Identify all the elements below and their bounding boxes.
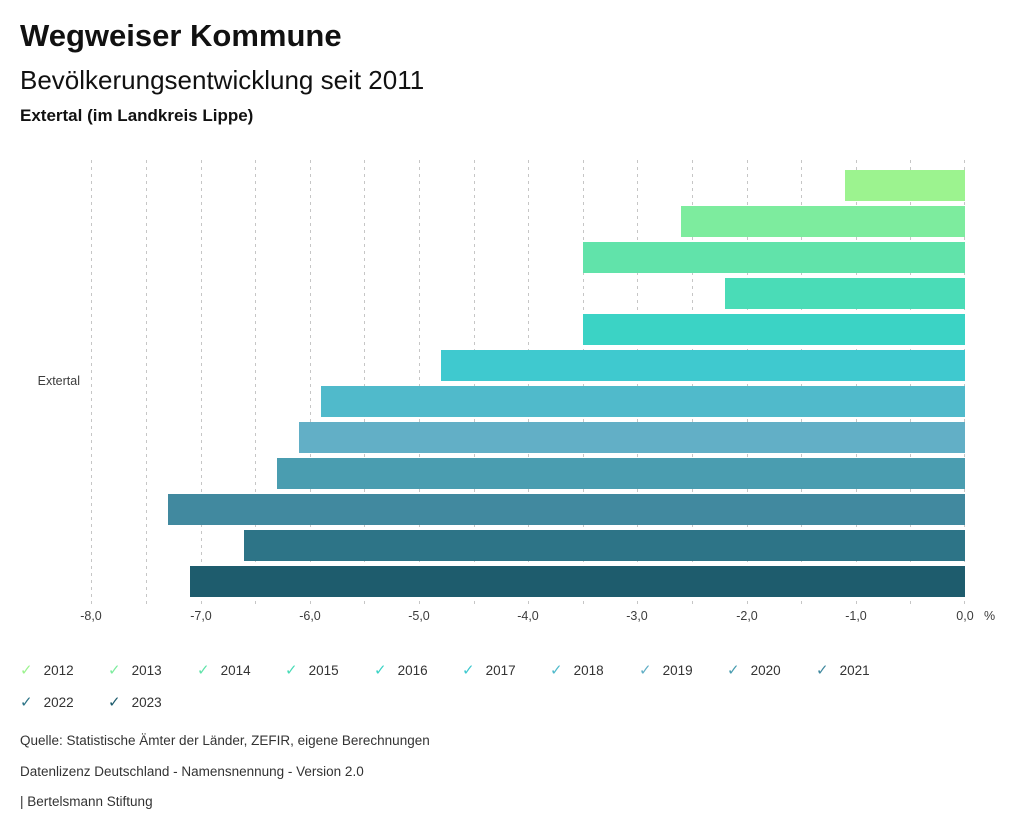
legend-item-2023[interactable]: ✓ 2023 bbox=[108, 691, 162, 713]
bar-2016[interactable] bbox=[583, 314, 965, 345]
legend-item-2018[interactable]: ✓ 2018 bbox=[550, 659, 604, 681]
legend-year-label: 2016 bbox=[397, 662, 428, 678]
gridline bbox=[910, 160, 911, 606]
chart-title: Bevölkerungsentwicklung seit 2011 bbox=[20, 65, 425, 95]
x-tick-label: -1,0 bbox=[845, 609, 867, 623]
legend-year-label: 2022 bbox=[43, 694, 74, 710]
source-note: Quelle: Statistische Ämter der Länder, Z… bbox=[20, 733, 430, 748]
bar-2022[interactable] bbox=[244, 530, 965, 561]
x-tick-label: -5,0 bbox=[408, 609, 430, 623]
legend-year-label: 2021 bbox=[839, 662, 870, 678]
legend-item-2013[interactable]: ✓ 2013 bbox=[108, 659, 162, 681]
legend-item-2019[interactable]: ✓ 2019 bbox=[639, 659, 693, 681]
gridline bbox=[474, 160, 475, 606]
x-axis: -8,0 -7,0 -6,0 -5,0 -4,0 -3,0 -2,0 -1,0 0,0 bbox=[0, 609, 1024, 625]
footer: Quelle: Statistische Ämter der Länder, Z… bbox=[20, 726, 430, 818]
gridline bbox=[856, 160, 857, 606]
bar-2013[interactable] bbox=[681, 206, 965, 237]
x-tick-label: -2,0 bbox=[736, 609, 758, 623]
gridline bbox=[310, 160, 311, 606]
legend-item-2014[interactable]: ✓ 2014 bbox=[197, 659, 251, 681]
gridline bbox=[419, 160, 420, 606]
legend-item-2021[interactable]: ✓ 2021 bbox=[816, 659, 870, 681]
bar-2017[interactable] bbox=[441, 350, 965, 381]
bar-2012[interactable] bbox=[845, 170, 965, 201]
region-subtitle: Extertal (im Landkreis Lippe) bbox=[20, 106, 254, 125]
bar-2023[interactable] bbox=[190, 566, 965, 597]
legend-item-2020[interactable]: ✓ 2020 bbox=[727, 659, 781, 681]
gridline bbox=[583, 160, 584, 606]
plot-area bbox=[20, 160, 965, 606]
license-note: Datenlizenz Deutschland - Namensnennung … bbox=[20, 763, 364, 779]
checkmark-icon: ✓ bbox=[108, 661, 121, 679]
gridline bbox=[964, 160, 965, 606]
attribution-note: | Bertelsmann Stiftung bbox=[20, 794, 153, 810]
x-tick-label: -7,0 bbox=[190, 609, 212, 623]
legend-item-2015[interactable]: ✓ 2015 bbox=[285, 659, 339, 681]
y-axis-category-label: Extertal bbox=[37, 374, 80, 388]
legend-year-label: 2015 bbox=[308, 662, 339, 678]
legend-year-label: 2018 bbox=[573, 662, 604, 678]
checkmark-icon: ✓ bbox=[197, 661, 210, 679]
gridline bbox=[255, 160, 256, 606]
legend-year-label: 2012 bbox=[43, 662, 74, 678]
x-tick-label: -8,0 bbox=[80, 609, 102, 623]
checkmark-icon: ✓ bbox=[550, 661, 563, 679]
bar-2019[interactable] bbox=[299, 422, 965, 453]
legend-year-label: 2014 bbox=[220, 662, 251, 678]
x-axis-unit-label: % bbox=[984, 609, 996, 623]
gridline bbox=[146, 160, 147, 606]
gridline bbox=[91, 160, 92, 606]
x-tick-label: 0,0 bbox=[956, 609, 974, 623]
x-tick-label: -6,0 bbox=[299, 609, 321, 623]
legend-item-2017[interactable]: ✓ 2017 bbox=[462, 659, 516, 681]
legend-year-label: 2017 bbox=[485, 662, 516, 678]
bar-2014[interactable] bbox=[583, 242, 965, 273]
gridline bbox=[801, 160, 802, 606]
checkmark-icon: ✓ bbox=[727, 661, 740, 679]
legend-item-2016[interactable]: ✓ 2016 bbox=[374, 659, 428, 681]
gridline bbox=[747, 160, 748, 606]
gridline bbox=[364, 160, 365, 606]
legend-item-2022[interactable]: ✓ 2022 bbox=[20, 691, 74, 713]
x-tick-label: -3,0 bbox=[626, 609, 648, 623]
checkmark-icon: ✓ bbox=[639, 661, 652, 679]
legend-year-label: 2013 bbox=[131, 662, 162, 678]
checkmark-icon: ✓ bbox=[20, 693, 33, 711]
page-title: Wegweiser Kommune bbox=[20, 18, 342, 53]
checkmark-icon: ✓ bbox=[462, 661, 475, 679]
gridline bbox=[692, 160, 693, 606]
gridline bbox=[637, 160, 638, 606]
gridline bbox=[528, 160, 529, 606]
checkmark-icon: ✓ bbox=[285, 661, 298, 679]
legend-year-label: 2019 bbox=[662, 662, 693, 678]
checkmark-icon: ✓ bbox=[20, 661, 33, 679]
legend-item-2012[interactable]: ✓ 2012 bbox=[20, 659, 74, 681]
checkmark-icon: ✓ bbox=[374, 661, 387, 679]
gridline bbox=[201, 160, 202, 606]
checkmark-icon: ✓ bbox=[816, 661, 829, 679]
legend-year-label: 2020 bbox=[750, 662, 781, 678]
legend: ✓ 2012 ✓ 2013 ✓ 2014 ✓ 2015 ✓ 2016 ✓ 2017 ✓ 2018 ✓ 2019… bbox=[20, 659, 1010, 725]
legend-year-label: 2023 bbox=[131, 694, 162, 710]
checkmark-icon: ✓ bbox=[108, 693, 121, 711]
bar-2021[interactable] bbox=[168, 494, 965, 525]
bar-2020[interactable] bbox=[277, 458, 965, 489]
x-tick-label: -4,0 bbox=[517, 609, 539, 623]
bar-2018[interactable] bbox=[321, 386, 965, 417]
bar-2015[interactable] bbox=[725, 278, 965, 309]
